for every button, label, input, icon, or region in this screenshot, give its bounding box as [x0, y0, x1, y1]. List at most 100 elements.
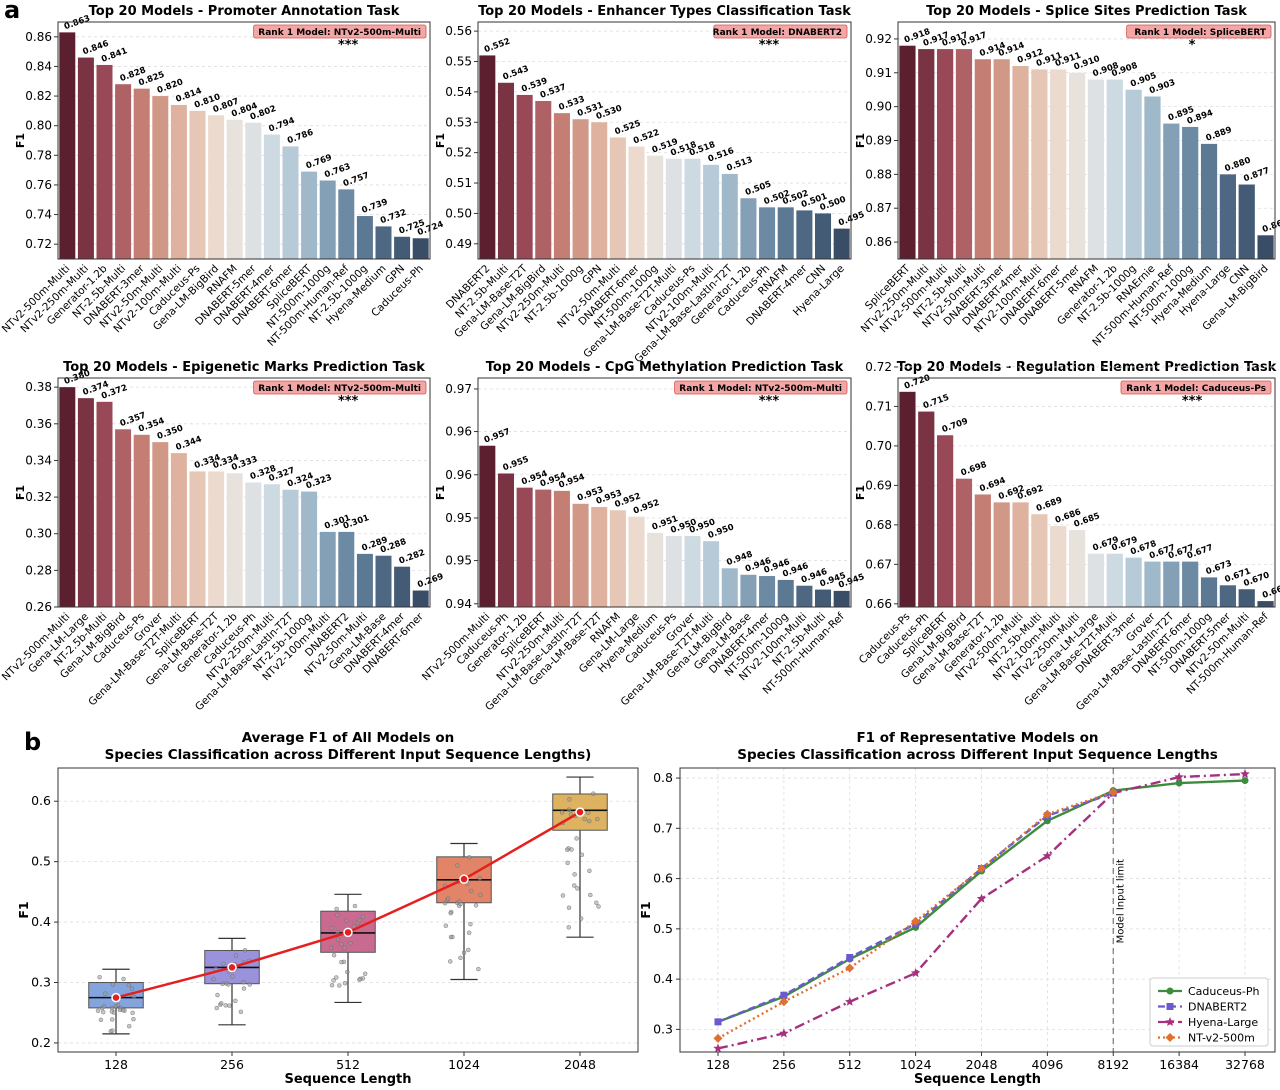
y-tick-label: 0.72 — [865, 360, 892, 374]
bar — [918, 411, 935, 607]
bar — [1050, 69, 1067, 260]
bar — [516, 94, 533, 259]
y-tick-label: 0.32 — [25, 490, 52, 504]
bar — [1068, 530, 1086, 607]
y-tick-label: 0.8 — [653, 770, 673, 785]
y-tick-label: 0.3 — [31, 975, 51, 990]
sample-point — [335, 930, 340, 935]
series-point — [911, 916, 921, 926]
plot-frame — [679, 767, 1276, 1053]
sample-point — [468, 921, 473, 927]
plot-frame — [57, 767, 639, 1053]
bar — [152, 442, 169, 607]
series-point — [779, 997, 789, 1007]
series-point — [779, 1028, 789, 1038]
y-tick-label: 0.96 — [445, 468, 472, 482]
sample-point — [473, 903, 479, 908]
sample-point — [352, 903, 358, 909]
bar — [59, 32, 76, 260]
bar — [375, 226, 392, 259]
rank-badge — [253, 24, 427, 39]
y-tick-label: 0.90 — [865, 100, 892, 114]
bar — [226, 119, 243, 259]
panel-label-a: a — [4, 0, 20, 24]
x-axis-label: Sequence Length — [285, 1072, 412, 1086]
y-axis-label: F1 — [854, 133, 867, 148]
y-tick-label: 0.4 — [31, 914, 51, 929]
bar — [1031, 514, 1048, 607]
sample-point — [467, 855, 472, 860]
sample-point — [334, 975, 339, 980]
y-tick-label: 0.30 — [25, 527, 52, 541]
bar — [170, 453, 187, 607]
bar — [937, 435, 954, 607]
legend-label: NT-v2-500m — [1188, 1032, 1255, 1045]
bar — [1163, 561, 1180, 607]
bar — [245, 122, 262, 259]
bar — [96, 401, 113, 607]
sample-point — [458, 955, 463, 961]
sample-point — [223, 1003, 228, 1008]
sample-point — [595, 816, 600, 822]
bar — [796, 585, 813, 607]
bar-value-label: 0.720 — [903, 373, 932, 392]
sample-point — [129, 986, 135, 991]
bar — [319, 180, 336, 259]
y-axis-label: F1 — [14, 485, 27, 500]
y-axis-label: F1 — [638, 901, 653, 918]
bar — [703, 541, 720, 607]
sample-point — [221, 961, 226, 966]
sample-point — [360, 914, 365, 920]
x-tick-label: 1024 — [448, 1057, 480, 1072]
chart-title: F1 of Representative Models on — [856, 730, 1098, 746]
bar-value-label: 0.877 — [1242, 166, 1271, 185]
sample-point — [455, 863, 460, 868]
bar-chart-5: Top 20 Models - CpG Methylation Predicti… — [420, 360, 866, 713]
sample-point — [339, 942, 344, 947]
bar-value-label: 0.739 — [361, 197, 390, 216]
rank-badge — [713, 24, 848, 39]
bar-chart-3: Top 20 Models - Splice Sites Prediction … — [854, 4, 1280, 349]
y-tick-label: 0.56 — [445, 24, 472, 38]
sample-point — [224, 981, 229, 986]
y-tick-label: 0.26 — [25, 600, 52, 614]
rank-badge-label: Rank 1 Model: SpliceBERT — [1134, 28, 1266, 38]
bar — [1012, 66, 1029, 259]
series-point — [846, 954, 854, 962]
bar-value-label: 0.495 — [837, 210, 866, 229]
y-axis-label: F1 — [434, 485, 447, 500]
bar — [721, 173, 738, 259]
bar — [133, 434, 150, 607]
sample-point — [448, 910, 453, 916]
bar — [1238, 589, 1255, 607]
series-line — [717, 772, 1246, 1050]
sample-point — [348, 941, 353, 946]
y-tick-label: 0.52 — [445, 146, 472, 160]
y-tick-label: 0.38 — [25, 380, 52, 394]
bar — [955, 49, 973, 260]
sample-point — [344, 918, 349, 923]
x-tick-label: 1024 — [900, 1057, 932, 1072]
mean-point — [459, 874, 469, 884]
sample-point — [233, 953, 239, 958]
bar-value-label: 0.957 — [483, 427, 512, 446]
series-point — [1241, 777, 1249, 785]
bar — [1125, 557, 1142, 607]
legend-marker — [1166, 1003, 1174, 1010]
sample-point — [219, 1001, 224, 1006]
y-tick-label: 0.87 — [865, 201, 892, 215]
legend-marker — [1165, 1033, 1175, 1042]
bar — [1182, 561, 1199, 607]
sample-point — [109, 1017, 115, 1022]
sample-point — [342, 981, 348, 986]
sample-point — [331, 978, 336, 983]
bar — [777, 207, 794, 259]
y-tick-label: 0.5 — [653, 921, 673, 936]
bar — [115, 84, 132, 260]
sample-point — [247, 982, 252, 987]
sample-point — [97, 974, 102, 980]
bar — [497, 473, 514, 607]
sample-point — [339, 959, 344, 965]
bar — [553, 490, 570, 607]
